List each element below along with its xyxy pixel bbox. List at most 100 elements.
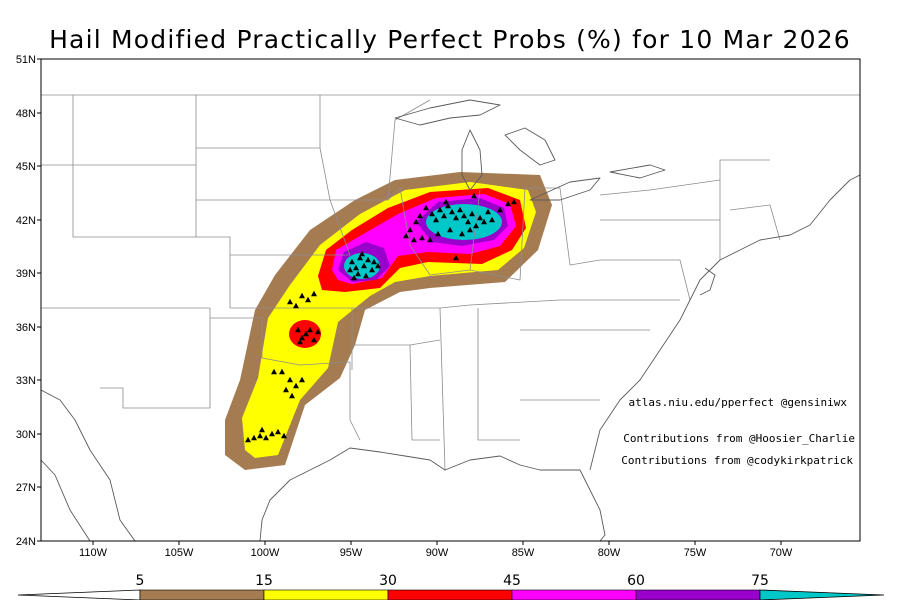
lat-label: 45N xyxy=(16,161,36,173)
colorbar-low-arrow xyxy=(17,589,141,600)
hail-report-marker xyxy=(275,428,281,435)
colorbar-label: 60 xyxy=(627,573,645,589)
hail-report-marker xyxy=(473,222,479,229)
hail-report-marker xyxy=(461,212,467,219)
contour-75-percent-east xyxy=(426,204,502,240)
hail-report-marker xyxy=(447,226,453,233)
lat-label: 24N xyxy=(16,536,36,548)
hail-report-marker xyxy=(477,214,483,221)
colorbar-bin xyxy=(635,589,761,600)
credits: atlas.niu.edu/pperfect @gensiniwx Contri… xyxy=(621,396,855,467)
hail-report-marker xyxy=(357,254,363,261)
colorbar-bin xyxy=(511,589,637,600)
longitude-axis: 110W 105W 100W 95W 90W 85W 80W 75W 70W xyxy=(79,541,793,559)
lat-label: 51N xyxy=(16,54,36,66)
map-panel xyxy=(40,58,861,542)
hail-report-marker xyxy=(403,232,409,239)
hail-report-marker xyxy=(453,214,459,221)
hail-report-marker xyxy=(369,266,375,273)
lat-label: 39N xyxy=(16,268,36,280)
hail-report-marker xyxy=(435,230,441,237)
lon-label: 90W xyxy=(426,547,449,559)
colorbar-label: 75 xyxy=(751,573,769,589)
hail-report-marker xyxy=(497,206,503,213)
hail-report-marker xyxy=(299,376,305,383)
lat-label: 33N xyxy=(16,375,36,387)
hail-report-marker xyxy=(363,272,369,279)
map-frame xyxy=(40,58,861,542)
coastlines xyxy=(41,174,860,541)
colorbar-bin xyxy=(387,589,513,600)
hail-report-marker xyxy=(289,392,295,399)
hail-report-marker xyxy=(295,326,301,333)
hail-report-marker xyxy=(413,218,419,225)
lon-label: 95W xyxy=(340,547,363,559)
colorbar-high-arrow xyxy=(759,589,885,600)
contour-75-percent-west xyxy=(344,253,380,279)
hail-report-marker xyxy=(429,210,435,217)
hail-report-marker xyxy=(407,226,413,233)
hail-report-marker xyxy=(347,266,353,273)
hail-report-marker xyxy=(485,208,491,215)
hail-report-marker xyxy=(315,328,321,335)
map-title: Hail Modified Practically Perfect Probs … xyxy=(49,25,851,54)
hail-report-marker xyxy=(453,254,459,261)
map-background xyxy=(41,59,860,541)
hail-report-marker xyxy=(263,434,269,441)
hail-report-marker xyxy=(311,336,317,343)
hail-report-marker xyxy=(505,200,511,207)
hail-report-marker xyxy=(511,198,517,205)
hail-report-marker xyxy=(299,334,305,341)
hail-report-marker xyxy=(465,218,471,225)
hail-report-marker xyxy=(257,432,263,439)
lat-label: 36N xyxy=(16,322,36,334)
lon-label: 85W xyxy=(512,547,535,559)
great-lakes xyxy=(394,99,666,201)
credit-contributor: Contributions from @Hoosier_Charlie xyxy=(623,432,855,445)
hail-report-marker xyxy=(437,206,443,213)
hail-report-marker xyxy=(449,208,455,215)
lon-label: 75W xyxy=(684,547,707,559)
hail-report-marker xyxy=(433,216,439,223)
hail-report-marker xyxy=(279,368,285,375)
hail-report-marker xyxy=(443,198,449,205)
hail-report-marker xyxy=(445,202,451,209)
hail-report-marker xyxy=(359,250,365,257)
hail-report-marker xyxy=(353,264,359,271)
hail-report-marker xyxy=(311,290,317,297)
colorbar-bin xyxy=(139,589,265,600)
credit-source: atlas.niu.edu/pperfect @gensiniwx xyxy=(628,396,847,409)
hail-report-marker xyxy=(371,258,377,265)
hail-report-marker xyxy=(269,430,275,437)
hail-report-marker xyxy=(297,338,303,345)
hail-report-marker xyxy=(283,386,289,393)
lat-label: 48N xyxy=(16,108,36,120)
hail-report-marker xyxy=(481,218,487,225)
lon-label: 80W xyxy=(598,547,621,559)
lon-label: 110W xyxy=(79,547,108,559)
hail-report-marker xyxy=(375,262,381,269)
hail-report-marker xyxy=(441,212,447,219)
lon-label: 100W xyxy=(251,547,280,559)
hail-report-marker xyxy=(299,292,305,299)
storm-reports xyxy=(245,192,517,443)
hail-report-marker xyxy=(245,436,251,443)
hail-report-marker xyxy=(307,326,313,333)
credit-contributor: Contributions from @codykirkpatrick xyxy=(621,454,853,467)
hail-report-marker xyxy=(471,192,477,199)
colorbar-bin xyxy=(263,589,389,600)
hail-report-marker xyxy=(469,210,475,217)
colorbar-label: 30 xyxy=(379,573,397,589)
hail-report-marker xyxy=(251,434,257,441)
latitude-axis: 24N 27N 30N 33N 36N 39N 42N 45N 48N 51N xyxy=(16,54,41,548)
hail-report-marker xyxy=(355,270,361,277)
hail-report-marker xyxy=(303,330,309,337)
hail-report-marker xyxy=(349,258,355,265)
hail-report-marker xyxy=(467,226,473,233)
colorbar-label: 5 xyxy=(136,573,145,589)
colorbar-label: 45 xyxy=(503,573,521,589)
state-borders xyxy=(41,94,860,471)
hail-report-marker xyxy=(423,204,429,211)
hail-report-marker xyxy=(271,368,277,375)
hail-report-marker xyxy=(293,382,299,389)
